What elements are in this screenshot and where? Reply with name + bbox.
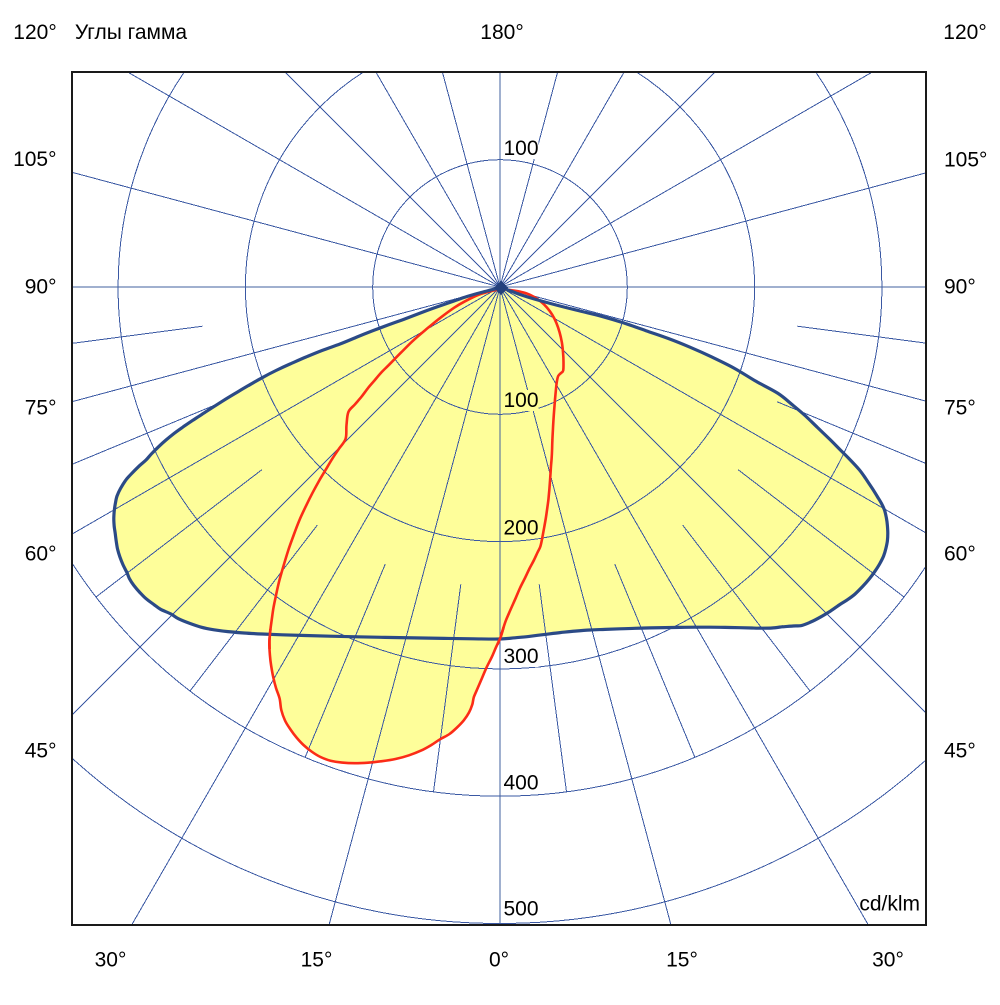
svg-text:100: 100	[504, 389, 539, 412]
svg-text:15°: 15°	[301, 949, 333, 972]
svg-text:400: 400	[504, 772, 539, 795]
svg-text:75°: 75°	[25, 397, 57, 420]
svg-text:105°: 105°	[944, 149, 987, 172]
svg-text:30°: 30°	[872, 949, 904, 972]
svg-text:45°: 45°	[944, 740, 976, 763]
svg-text:45°: 45°	[25, 740, 57, 763]
svg-text:30°: 30°	[95, 949, 127, 972]
svg-text:90°: 90°	[944, 276, 976, 299]
svg-text:120°: 120°	[943, 21, 986, 44]
svg-text:cd/klm: cd/klm	[859, 893, 920, 916]
svg-text:60°: 60°	[25, 543, 57, 566]
svg-text:90°: 90°	[25, 276, 57, 299]
svg-text:60°: 60°	[944, 543, 976, 566]
svg-text:100: 100	[504, 137, 539, 160]
svg-text:500: 500	[504, 898, 539, 921]
svg-text:0°: 0°	[489, 949, 509, 972]
svg-text:Углы гамма: Углы гамма	[75, 21, 188, 44]
svg-text:105°: 105°	[13, 148, 56, 171]
svg-text:180°: 180°	[480, 21, 523, 44]
svg-text:15°: 15°	[666, 949, 698, 972]
svg-text:120°: 120°	[13, 21, 56, 44]
svg-text:300: 300	[504, 645, 539, 668]
svg-text:200: 200	[504, 517, 539, 540]
svg-text:75°: 75°	[944, 397, 976, 420]
